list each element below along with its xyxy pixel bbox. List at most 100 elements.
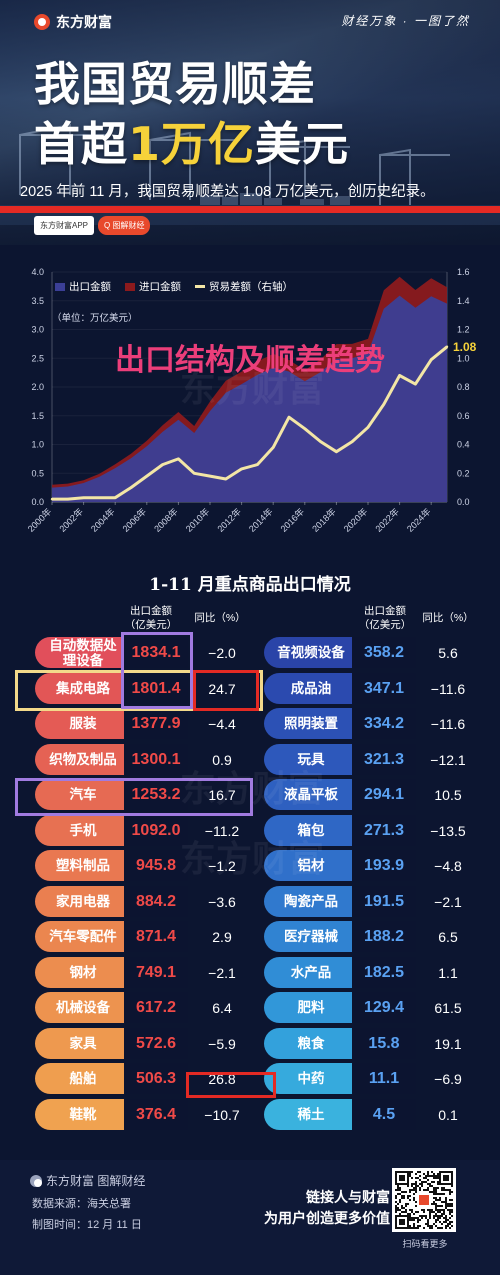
- balance-point: [445, 345, 449, 348]
- qr-module: [405, 1205, 407, 1207]
- qr-code-icon[interactable]: [392, 1168, 456, 1232]
- qr-module: [451, 1225, 453, 1227]
- commodity-yoy: 0.1: [438, 1106, 458, 1123]
- qr-module: [409, 1213, 411, 1215]
- commodity-yoy: −11.2: [204, 822, 240, 839]
- qr-module: [413, 1193, 415, 1195]
- qr-module: [403, 1207, 405, 1209]
- commodity-value: 188.2: [352, 921, 416, 952]
- commodity-value: 1801.4: [124, 673, 188, 704]
- qr-module: [419, 1195, 429, 1205]
- qr-module: [425, 1215, 427, 1217]
- qr-module: [439, 1211, 441, 1213]
- qr-code-pattern: [395, 1171, 453, 1229]
- balance-point: [50, 497, 54, 501]
- qr-module: [429, 1183, 431, 1185]
- qr-module: [409, 1195, 411, 1197]
- qr-module: [409, 1175, 411, 1177]
- commodity-value: 1253.2: [124, 779, 188, 810]
- qr-module: [441, 1201, 443, 1203]
- title-line-2-highlight: 1万亿: [128, 117, 256, 171]
- qr-module: [407, 1195, 409, 1197]
- qr-module: [443, 1187, 445, 1189]
- qr-module: [413, 1189, 415, 1191]
- qr-module: [429, 1211, 431, 1213]
- qr-module: [439, 1205, 441, 1207]
- qr-module: [411, 1211, 413, 1213]
- commodity-yoy: −2.0: [208, 644, 236, 661]
- x-tick-label: 2006年: [120, 506, 148, 534]
- qr-module: [433, 1203, 435, 1205]
- commodity-value: 15.8: [352, 1028, 416, 1059]
- table-row: 钢材 749.1 −2.1: [0, 957, 500, 988]
- qr-module: [451, 1209, 453, 1211]
- balance-point: [319, 440, 322, 443]
- footer-brand-text: 东方财富 图解财经: [46, 1174, 146, 1188]
- qr-module: [445, 1219, 447, 1221]
- trend-chart: 0.0 0.5 1.0 1.5 2.0 2.5 3.0 3.5 4.0 0.0 0.2 0.4 0.6 0…: [0, 252, 500, 552]
- qr-module: [419, 1183, 421, 1185]
- qr-module: [395, 1209, 397, 1211]
- tag-app[interactable]: 东方财富APP: [34, 216, 95, 235]
- balance-point: [66, 497, 70, 501]
- qr-module: [401, 1211, 403, 1213]
- commodity-yoy: −12.1: [430, 751, 466, 768]
- qr-module: [399, 1209, 401, 1211]
- balance-point: [193, 472, 196, 475]
- qr-module: [423, 1189, 425, 1191]
- qr-module: [417, 1221, 419, 1223]
- qr-module: [425, 1223, 427, 1225]
- qr-module: [449, 1211, 451, 1213]
- qr-module: [449, 1227, 451, 1229]
- commodity-value: 321.3: [352, 744, 416, 775]
- qr-module: [427, 1219, 429, 1221]
- qr-module: [405, 1209, 407, 1211]
- qr-module: [441, 1193, 443, 1195]
- qr-module: [427, 1223, 429, 1225]
- qr-module: [399, 1219, 405, 1225]
- qr-module: [437, 1217, 439, 1219]
- right-header-value: 出口金额 （亿美元）: [352, 604, 418, 632]
- qr-module: [401, 1197, 403, 1199]
- commodity-value: 358.2: [352, 637, 416, 668]
- qr-module: [437, 1187, 439, 1189]
- qr-module: [417, 1211, 419, 1213]
- qr-module: [397, 1207, 399, 1209]
- qr-module: [413, 1225, 415, 1227]
- y-tick-label-left: 2.0: [31, 382, 44, 392]
- qr-module: [443, 1213, 445, 1215]
- qr-module: [419, 1215, 421, 1217]
- qr-module: [421, 1215, 423, 1217]
- qr-module: [447, 1205, 449, 1207]
- commodity-yoy: 6.4: [212, 999, 232, 1016]
- table-title: 1-11 月重点商品出口情况: [149, 575, 351, 595]
- brand-logo-icon: [30, 1174, 42, 1187]
- qr-module: [451, 1205, 453, 1207]
- qr-module: [399, 1199, 401, 1201]
- qr-module: [415, 1205, 417, 1207]
- table-row: 汽车零配件 871.4 2.9: [0, 921, 500, 952]
- qr-module: [397, 1193, 399, 1195]
- qr-module: [413, 1219, 415, 1221]
- qr-module: [449, 1209, 451, 1211]
- qr-module: [411, 1189, 413, 1191]
- tag-search[interactable]: Q 图解财经: [98, 216, 151, 235]
- left-header-value-l1: 出口金额: [130, 605, 172, 617]
- balance-point: [177, 457, 180, 461]
- qr-module: [437, 1181, 439, 1183]
- qr-module: [431, 1185, 433, 1187]
- qr-module: [397, 1189, 399, 1191]
- header-banner: 东方财富 财经万象 · 一图了然 我国贸易顺差 首超1万亿美元 2025 年前 …: [0, 0, 500, 245]
- qr-module: [437, 1199, 439, 1201]
- balance-point: [98, 496, 101, 499]
- commodity-value: 871.4: [124, 921, 188, 952]
- commodity-value: 749.1: [124, 957, 188, 988]
- table-row: 稀土 4.5 0.1: [0, 1099, 500, 1130]
- qr-module: [407, 1185, 409, 1187]
- commodity-yoy: 5.6: [438, 644, 458, 661]
- table-row: 医疗器械 188.2 6.5: [0, 921, 500, 952]
- qr-module: [415, 1183, 417, 1185]
- qr-module: [443, 1201, 445, 1203]
- qr-module: [433, 1193, 435, 1195]
- qr-module: [395, 1211, 397, 1213]
